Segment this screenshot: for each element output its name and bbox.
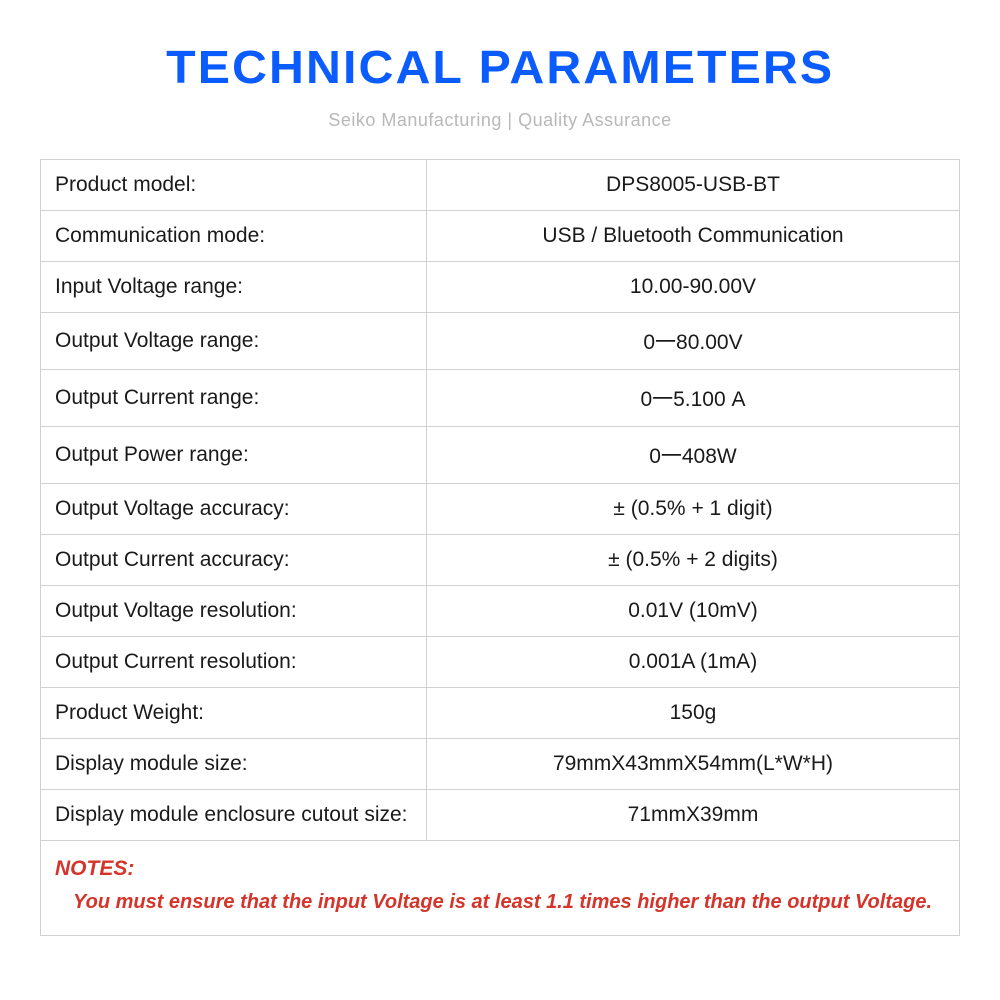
parameter-label: Communication mode: (41, 211, 427, 262)
parameter-label: Output Current range: (41, 370, 427, 427)
page-subtitle: Seiko Manufacturing | Quality Assurance (328, 110, 671, 131)
parameter-value: 71mmX39mm (426, 790, 959, 841)
parameter-value: 0.01V (10mV) (426, 586, 959, 637)
table-row: Input Voltage range:10.00-90.00V (41, 262, 960, 313)
parameter-label: Product Weight: (41, 688, 427, 739)
parameter-label: Output Power range: (41, 427, 427, 484)
parameter-label: Output Voltage accuracy: (41, 484, 427, 535)
notes-text: You must ensure that the input Voltage i… (55, 887, 945, 917)
notes-label: NOTES: (55, 853, 945, 885)
parameter-label: Output Voltage range: (41, 313, 427, 370)
table-row: Output Current accuracy:± (0.5% + 2 digi… (41, 535, 960, 586)
page-title: TECHNICAL PARAMETERS (166, 40, 834, 94)
parameter-label: Output Voltage resolution: (41, 586, 427, 637)
table-row: Output Voltage range:0一80.00V (41, 313, 960, 370)
table-row: Output Voltage accuracy:± (0.5% + 1 digi… (41, 484, 960, 535)
parameter-label: Display module enclosure cutout size: (41, 790, 427, 841)
notes-row: NOTES:You must ensure that the input Vol… (41, 841, 960, 936)
parameter-value: USB / Bluetooth Communication (426, 211, 959, 262)
parameter-label: Input Voltage range: (41, 262, 427, 313)
parameter-value: 150g (426, 688, 959, 739)
parameter-value: 79mmX43mmX54mm(L*W*H) (426, 739, 959, 790)
parameter-label: Display module size: (41, 739, 427, 790)
parameters-table: Product model:DPS8005-USB-BTCommunicatio… (40, 159, 960, 936)
parameter-value: 0.001A (1mA) (426, 637, 959, 688)
table-row: Output Current range:0一5.100 A (41, 370, 960, 427)
parameter-value: 0一5.100 A (426, 370, 959, 427)
parameter-label: Output Current resolution: (41, 637, 427, 688)
parameter-value: ± (0.5% + 2 digits) (426, 535, 959, 586)
parameter-value: 0一80.00V (426, 313, 959, 370)
table-row: Output Current resolution:0.001A (1mA) (41, 637, 960, 688)
parameter-value: 10.00-90.00V (426, 262, 959, 313)
parameter-label: Product model: (41, 160, 427, 211)
table-row: Communication mode:USB / Bluetooth Commu… (41, 211, 960, 262)
parameter-label: Output Current accuracy: (41, 535, 427, 586)
parameter-value: DPS8005-USB-BT (426, 160, 959, 211)
table-row: Output Power range:0一408W (41, 427, 960, 484)
table-row: Product model:DPS8005-USB-BT (41, 160, 960, 211)
parameter-value: ± (0.5% + 1 digit) (426, 484, 959, 535)
table-row: Output Voltage resolution:0.01V (10mV) (41, 586, 960, 637)
table-row: Display module enclosure cutout size:71m… (41, 790, 960, 841)
notes-cell: NOTES:You must ensure that the input Vol… (41, 841, 960, 936)
table-row: Product Weight:150g (41, 688, 960, 739)
table-row: Display module size:79mmX43mmX54mm(L*W*H… (41, 739, 960, 790)
parameter-value: 0一408W (426, 427, 959, 484)
